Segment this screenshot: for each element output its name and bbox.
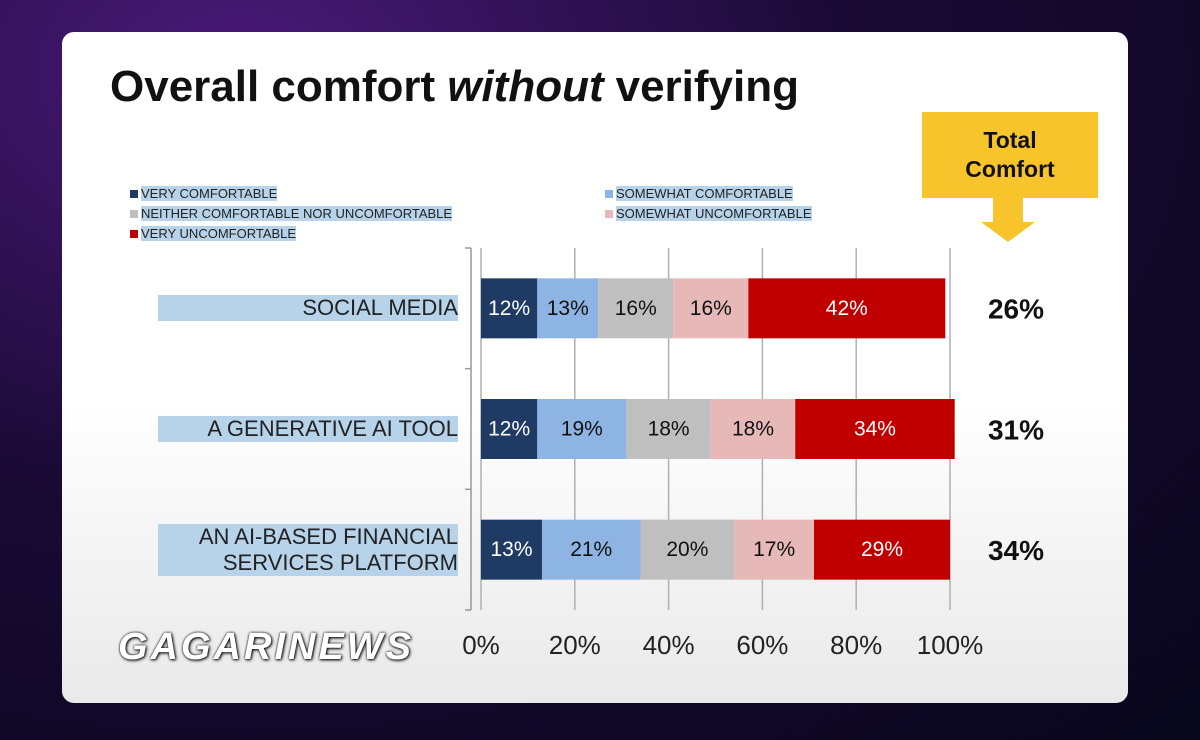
legend-item: VERY UNCOMFORTABLE — [130, 226, 297, 241]
legend-label: VERY COMFORTABLE — [141, 186, 278, 201]
x-tick-label: 0% — [462, 630, 500, 660]
bar-segment — [673, 278, 749, 339]
bar-segment — [795, 399, 955, 459]
bar-segment — [481, 519, 542, 580]
bar-segment — [481, 399, 538, 459]
total-label: 34% — [988, 535, 1044, 566]
bar-segment — [626, 399, 711, 459]
x-tick-label: 40% — [643, 630, 695, 660]
data-label: 20% — [666, 538, 708, 561]
category-text: AN AI-BASED FINANCIAL SERVICES PLATFORM — [158, 523, 458, 576]
title-text: without — [447, 62, 604, 111]
callout-arrow — [981, 198, 1035, 242]
bar-segment — [537, 399, 627, 459]
category-label: A GENERATIVE AI TOOL — [150, 389, 458, 469]
data-label: 16% — [690, 297, 732, 320]
data-label: 42% — [826, 297, 868, 320]
total-label: 31% — [988, 414, 1044, 445]
watermark: GAGARINEWS — [118, 626, 414, 668]
x-tick-label: 60% — [736, 630, 788, 660]
title-text: verifying — [615, 62, 799, 111]
legend-item: VERY COMFORTABLE — [130, 186, 278, 201]
bar-segment — [813, 519, 950, 580]
bar-segment — [481, 278, 538, 339]
bar-segment — [748, 278, 946, 339]
legend-label: NEITHER COMFORTABLE NOR UNCOMFORTABLE — [141, 206, 453, 221]
data-label: 29% — [861, 538, 903, 561]
category-label: SOCIAL MEDIA — [150, 268, 458, 348]
total-label: 26% — [988, 294, 1044, 325]
legend-label: SOMEWHAT UNCOMFORTABLE — [616, 206, 812, 221]
legend-swatch — [605, 189, 613, 198]
data-label: 34% — [854, 418, 896, 441]
category-text: A GENERATIVE AI TOOL — [158, 416, 458, 442]
bar-segment — [640, 519, 735, 580]
total-callout: Total Comfort — [922, 112, 1098, 198]
data-label: 13% — [547, 297, 589, 320]
data-label: 18% — [648, 418, 690, 441]
legend-swatch — [130, 209, 138, 218]
title: Overall comfort without verifying — [110, 62, 811, 112]
legend-item: SOMEWHAT UNCOMFORTABLE — [605, 206, 812, 221]
x-tick-label: 100% — [917, 630, 984, 660]
category-text: SOCIAL MEDIA — [158, 295, 458, 322]
data-label: 16% — [615, 297, 657, 320]
data-label: 12% — [488, 418, 530, 441]
bar-segment — [710, 399, 796, 459]
data-label: 17% — [753, 538, 795, 561]
legend-label: VERY UNCOMFORTABLE — [141, 226, 297, 241]
legend-swatch — [130, 189, 138, 198]
bar-segment — [734, 519, 814, 580]
category-label: AN AI-BASED FINANCIAL SERVICES PLATFORM — [150, 510, 458, 590]
legend-item: NEITHER COMFORTABLE NOR UNCOMFORTABLE — [130, 206, 453, 221]
legend-swatch — [605, 209, 613, 218]
legend-label: SOMEWHAT COMFORTABLE — [616, 186, 793, 201]
data-label: 21% — [570, 538, 612, 561]
x-tick-label: 80% — [830, 630, 882, 660]
bar-segment — [541, 519, 641, 580]
x-tick-label: 20% — [549, 630, 601, 660]
title-text: Overall comfort — [110, 62, 436, 111]
bar-segment — [598, 278, 674, 339]
legend-swatch — [130, 229, 138, 238]
legend-item: SOMEWHAT COMFORTABLE — [605, 186, 793, 201]
data-label: 19% — [561, 418, 603, 441]
data-label: 12% — [488, 297, 530, 320]
data-label: 18% — [732, 418, 774, 441]
data-label: 13% — [490, 538, 532, 561]
bar-segment — [537, 278, 599, 339]
